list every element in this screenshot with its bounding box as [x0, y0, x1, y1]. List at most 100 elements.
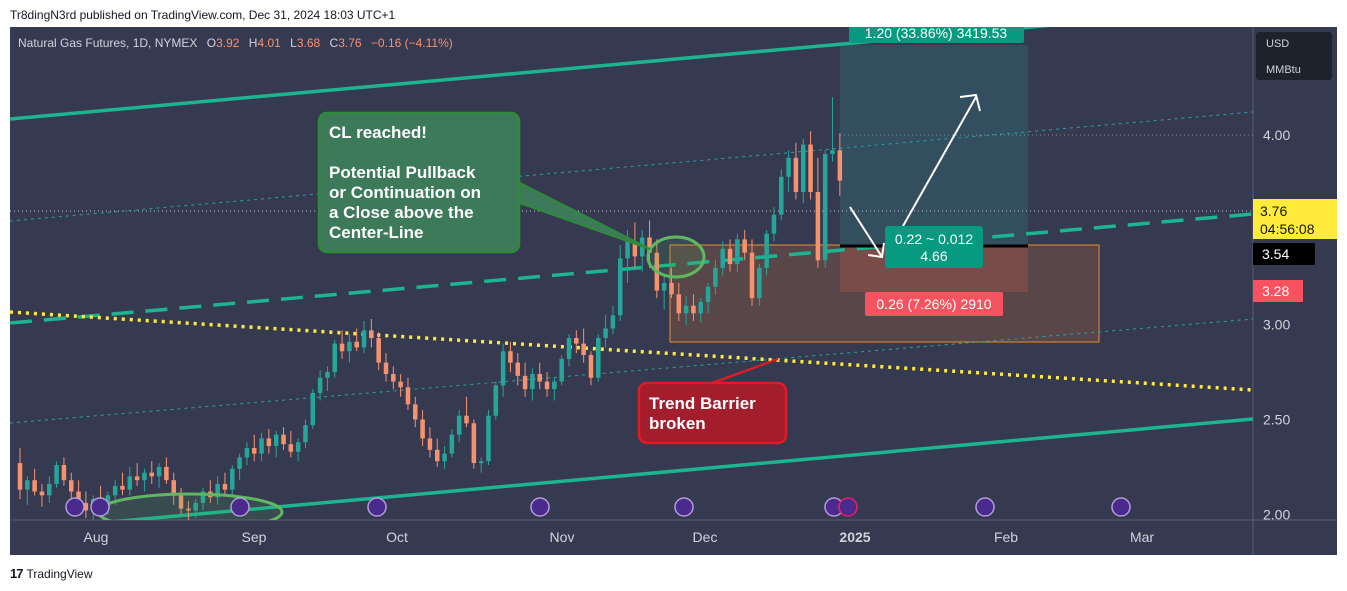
- low-ellipse: [96, 492, 284, 520]
- price-tick-4: 2.50: [1263, 412, 1290, 428]
- candle-body: [632, 241, 638, 257]
- cl-callout-line-4: Center-Line: [329, 223, 423, 242]
- candle-body: [808, 144, 813, 192]
- event-icon-nov[interactable]: [530, 497, 550, 517]
- candle-body: [237, 457, 242, 469]
- candles-group: [17, 97, 843, 520]
- candle-body: [698, 301, 704, 314]
- channel-upper-line: [10, 27, 1051, 121]
- candle-body: [39, 491, 45, 496]
- candle-body: [508, 351, 513, 363]
- stop-label: 0.26 (7.26%) 2910: [876, 296, 991, 312]
- candle-body: [398, 381, 403, 388]
- candle-body: [310, 392, 316, 426]
- candle-body: [581, 343, 586, 356]
- candle-body: [559, 358, 564, 382]
- legend-change: −0.16 (−4.11%): [371, 36, 453, 50]
- candle-body: [61, 465, 67, 481]
- candle-body: [105, 495, 111, 507]
- cl-callout-line-3: a Close above the: [329, 203, 474, 222]
- legend-l-value: 3.68: [297, 36, 321, 50]
- countdown-label: 04:56:08: [1260, 221, 1315, 237]
- target-label-box: [849, 27, 1024, 43]
- candle-body: [478, 461, 484, 464]
- candle-body: [222, 483, 228, 490]
- event-icon-dec[interactable]: [674, 497, 694, 517]
- time-tick-dec: Dec: [693, 529, 718, 545]
- candle-body: [500, 351, 506, 386]
- candle-body: [661, 282, 667, 291]
- event-icon-feb[interactable]: [975, 497, 995, 517]
- stop-price-badge: [1253, 280, 1303, 302]
- legend-o-value: 3.92: [216, 36, 240, 50]
- candle-body: [266, 438, 272, 447]
- candle-body: [427, 438, 433, 450]
- candle-body: [325, 372, 330, 378]
- channel-lower-mid-line: [10, 318, 1253, 424]
- candle-body: [727, 248, 733, 265]
- candle-body: [837, 150, 843, 181]
- price-tick-3: 3.00: [1263, 317, 1290, 333]
- continuation-arrow-line: [889, 96, 977, 250]
- candle-body: [713, 267, 718, 287]
- event-icon-oct[interactable]: [367, 497, 387, 517]
- channel-lower-line: [112, 417, 1253, 520]
- time-tick-2025: 2025: [839, 529, 870, 545]
- stop-price-label: 3.28: [1262, 283, 1289, 299]
- time-tick-aug: Aug: [84, 529, 109, 545]
- candle-body: [369, 330, 374, 338]
- candle-body: [456, 415, 462, 435]
- legend-h-value: 4.01: [257, 36, 281, 50]
- candle-body: [259, 438, 264, 454]
- chart-svg[interactable]: CL reached! Potential Pullback or Contin…: [10, 27, 1337, 555]
- legend-o-label: O: [207, 36, 216, 50]
- event-icon-sep[interactable]: [230, 497, 250, 517]
- candle-body: [354, 341, 359, 348]
- candle-body: [522, 375, 528, 390]
- published-line: Tr8dingN3rd published on TradingView.com…: [10, 8, 396, 22]
- candle-body: [405, 387, 411, 405]
- cl-callout-line-1: Potential Pullback: [329, 163, 476, 182]
- time-tick-mar: Mar: [1130, 529, 1154, 545]
- candle-body: [273, 434, 279, 447]
- event-icon-mar[interactable]: [1111, 497, 1131, 517]
- current-price-badge: [1253, 199, 1337, 239]
- candle-body: [720, 248, 725, 268]
- candle-body: [625, 241, 630, 259]
- candle-body: [676, 294, 682, 314]
- price-tick-1: 4.00: [1263, 127, 1290, 143]
- candle-body: [112, 485, 118, 496]
- event-icon-lightning[interactable]: [838, 497, 858, 517]
- candle-body: [76, 491, 81, 503]
- continuation-arrow-head: [959, 93, 981, 112]
- candle-body: [420, 419, 425, 439]
- time-tick-oct: Oct: [386, 529, 408, 545]
- candle-body: [610, 315, 616, 329]
- current-price-label: 3.76: [1260, 203, 1287, 219]
- candle-body: [830, 150, 835, 155]
- candle-body: [515, 362, 521, 376]
- time-tick-nov: Nov: [550, 529, 575, 545]
- event-icon-aug[interactable]: [65, 497, 85, 517]
- stop-label-box: [865, 292, 1003, 316]
- candle-body: [449, 434, 455, 454]
- event-icon-aug-2[interactable]: [90, 497, 110, 517]
- tradingview-logo-icon: 17: [10, 566, 24, 581]
- candle-body: [800, 144, 806, 192]
- candle-body: [244, 447, 250, 458]
- candle-body: [486, 415, 491, 462]
- time-tick-sep: Sep: [242, 529, 267, 545]
- legend-l-label: L: [290, 36, 297, 50]
- time-axis[interactable]: Aug Sep Oct Nov Dec 2025 Feb Mar: [84, 529, 1155, 545]
- price-axis[interactable]: 4.504.003.503.002.502.00: [1263, 32, 1290, 522]
- target-zone: [840, 45, 1028, 245]
- candle-body: [757, 267, 762, 299]
- candle-body: [68, 480, 74, 492]
- candle-body: [442, 453, 447, 462]
- candle-body: [749, 252, 755, 299]
- time-tick-feb: Feb: [994, 529, 1018, 545]
- candle-body: [251, 447, 257, 454]
- unit-measure: MMBtu: [1266, 64, 1301, 76]
- unit-badge[interactable]: [1256, 32, 1332, 80]
- candle-body: [537, 373, 542, 382]
